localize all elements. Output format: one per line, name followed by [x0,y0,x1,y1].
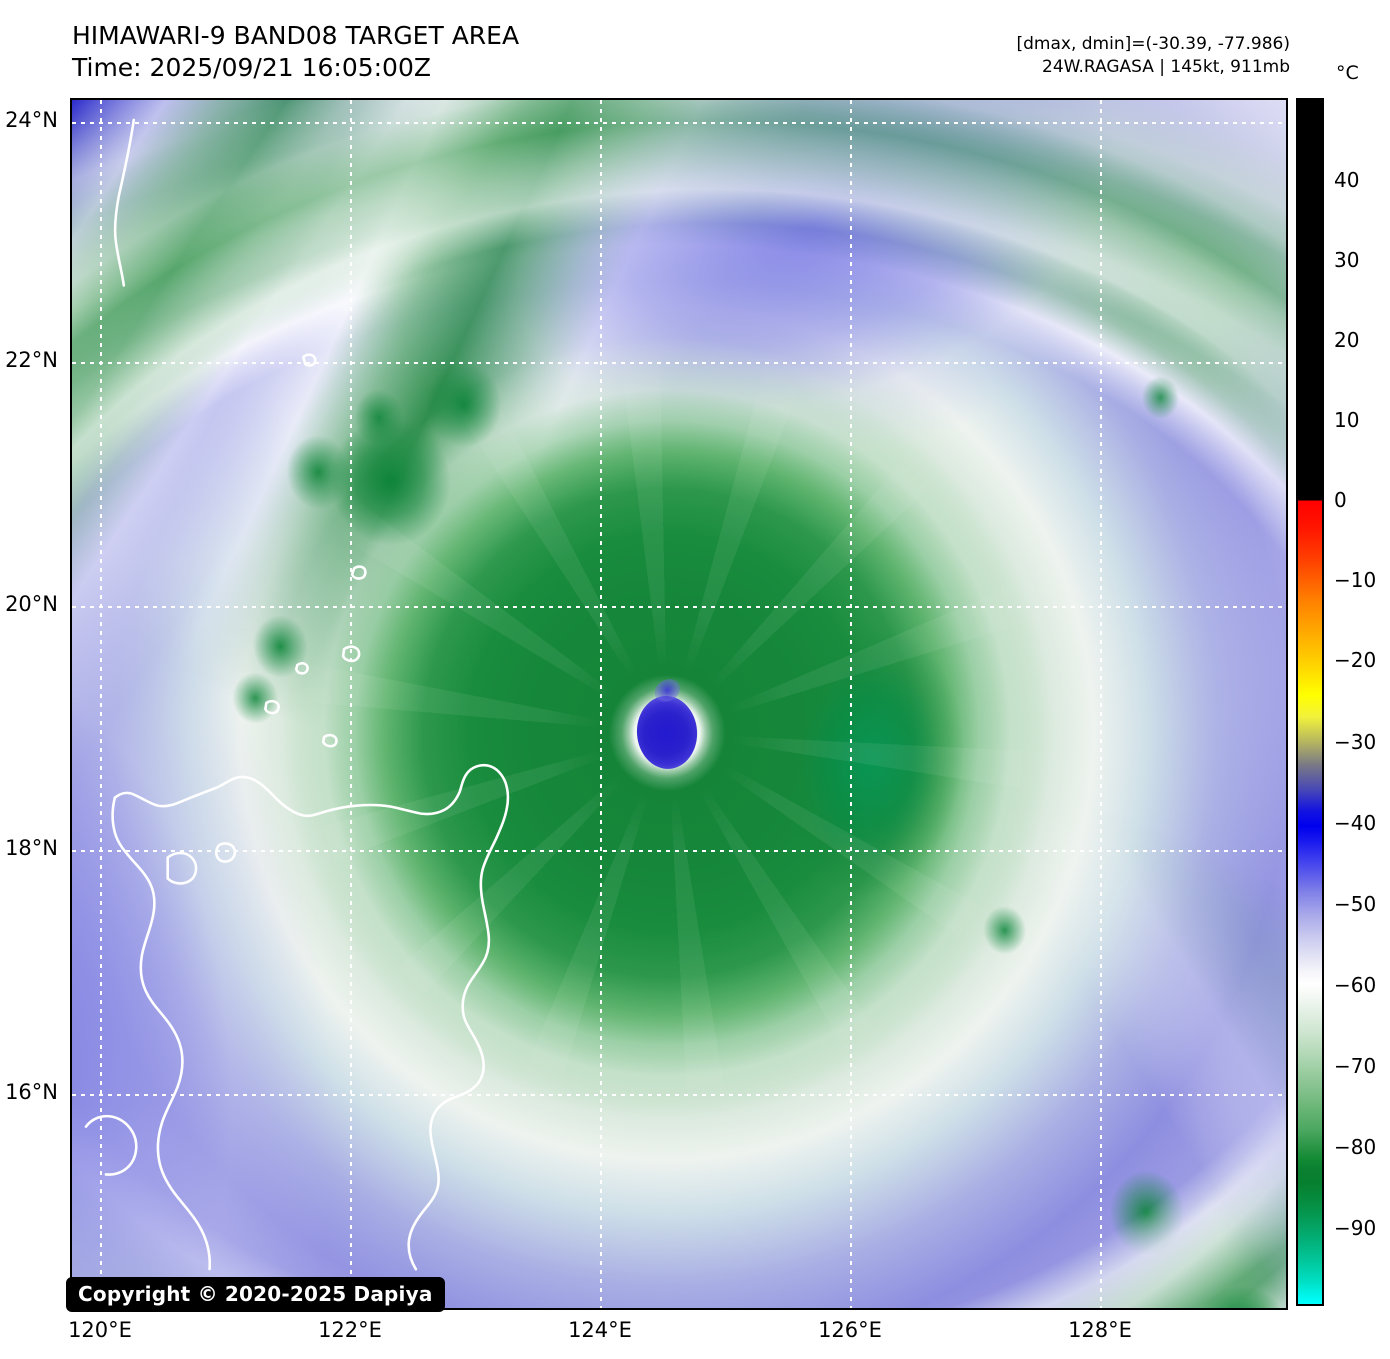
timestamp: Time: 2025/09/21 16:05:00Z [72,53,431,82]
gridline-lat-24 [72,122,1286,124]
coastline-north [113,118,136,287]
cbtick-0: 0 [1334,488,1347,512]
data-range-annotation: [dmax, dmin]=(-30.39, -77.986) [1016,34,1291,54]
coastline-luzon [113,763,510,1271]
gridline-lat-16 [72,1094,1286,1096]
gridline-lon-122 [350,100,352,1308]
coastline-nub-1 [166,851,198,885]
xtick-128: 128°E [1068,1318,1132,1342]
cbtick-m40: −40 [1334,811,1377,835]
ytick-24-label: 24°N [5,108,58,132]
cbtick-10: 10 [1334,408,1360,432]
cbtick-40: 40 [1334,168,1360,192]
ytick-22-label: 22°N [5,348,58,372]
gridline-lon-128 [1100,100,1102,1308]
ytick-20-label: 20°N [5,592,58,616]
island-small-6 [321,733,338,748]
page-title: HIMAWARI-9 BAND08 TARGET AREA [72,21,520,50]
coastline-nub-2 [215,842,237,863]
satellite-image-plot [70,98,1288,1310]
gridline-lon-126 [850,100,852,1308]
cbtick-m80: −80 [1334,1135,1377,1159]
storm-info: 24W.RAGASA | 145kt, 911mb [1042,56,1290,77]
ytick-16-label: 16°N [5,1080,58,1104]
cbtick-m50: −50 [1334,892,1377,916]
plot-clip [72,100,1286,1308]
temperature-colorbar [1296,98,1324,1306]
cbtick-m60: −60 [1334,973,1377,997]
gridline-lon-120 [100,100,102,1308]
gridline-lon-124 [600,100,602,1308]
cbtick-30: 30 [1334,248,1360,272]
ytick-18-label: 18°N [5,836,58,860]
cbtick-m70: −70 [1334,1054,1377,1078]
coastline-southwest-island [84,1114,138,1176]
xtick-122: 122°E [318,1318,382,1342]
xtick-120: 120°E [68,1318,132,1342]
gridline-lat-20 [72,606,1286,608]
gridline-lat-22 [72,362,1286,364]
cbtick-m10: −10 [1334,568,1377,592]
colorbar-unit-label: °C [1336,62,1359,84]
cbtick-20: 20 [1334,328,1360,352]
island-small-2 [350,565,367,580]
island-small-5 [264,699,280,715]
cbtick-m30: −30 [1334,730,1377,754]
header-right: [dmax, dmin]=(-30.39, -77.986) 24W.RAGAS… [1017,33,1291,79]
coastline-luzon-west [111,796,212,1271]
coastline-overlay [72,118,510,1303]
gridline-lat-18 [72,850,1286,852]
island-small-1 [301,353,317,367]
copyright-badge: Copyright © 2020-2025 Dapiya [66,1277,445,1312]
xtick-126: 126°E [818,1318,882,1342]
header-left: HIMAWARI-9 BAND08 TARGET AREA Time: 2025… [72,20,519,84]
xtick-124: 124°E [568,1318,632,1342]
cbtick-m20: −20 [1334,648,1377,672]
island-small-4 [294,662,309,675]
cbtick-m90: −90 [1334,1216,1377,1240]
